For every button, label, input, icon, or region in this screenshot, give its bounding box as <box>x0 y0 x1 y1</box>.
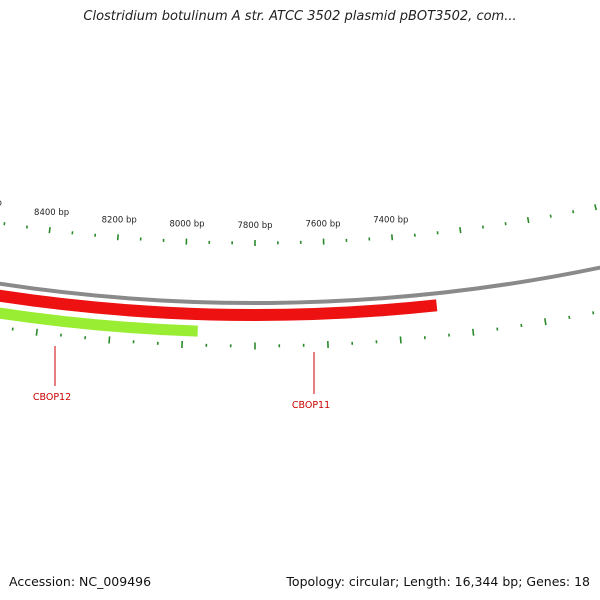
scale-label: 8400 bp <box>34 208 69 218</box>
scale-label: 8600 bp <box>0 198 2 208</box>
scale-tick <box>48 226 51 234</box>
map-title: Clostridium botulinum A str. ATCC 3502 p… <box>83 9 517 24</box>
topology-summary: Topology: circular; Length: 16,344 bp; G… <box>286 574 590 589</box>
gene-cbop11-arc[interactable] <box>0 278 438 321</box>
gene-label-cbop12[interactable]: CBOP12 <box>33 392 71 403</box>
scale-tick <box>549 214 552 218</box>
scale-tick <box>592 311 595 315</box>
scale-tick <box>568 315 571 320</box>
scale-label: 8000 bp <box>169 220 204 230</box>
scale-labels: 8600 bp 8400 bp 8200 bp 8000 bp 7800 bp 7600 … <box>0 198 408 231</box>
scale-label: 8200 bp <box>102 215 137 225</box>
accession-label: Accession: NC_009496 <box>9 574 152 589</box>
scale-tick <box>459 226 462 234</box>
scale-tick <box>116 234 119 241</box>
scale-tick <box>544 318 547 326</box>
scale-tick <box>108 336 111 344</box>
scale-tick <box>572 210 575 214</box>
scale-tick <box>35 328 38 336</box>
scale-tick <box>594 204 597 211</box>
scale-tick <box>526 216 530 224</box>
scale-tick <box>399 336 402 344</box>
plasmid-backbone <box>0 265 600 305</box>
inner-tick-ring <box>11 311 595 350</box>
scale-tick <box>472 328 475 336</box>
scale-tick <box>391 234 394 241</box>
scale-label: 7800 bp <box>237 221 272 231</box>
outer-tick-ring <box>3 204 597 246</box>
scale-label: 7600 bp <box>305 220 340 230</box>
gene-label-cbop11[interactable]: CBOP11 <box>292 400 330 411</box>
scale-label: 7400 bp <box>373 215 408 225</box>
gene-labels: CBOP12 CBOP11 <box>33 346 330 411</box>
scale-tick <box>520 323 523 328</box>
gene-cbop12-arc[interactable] <box>0 294 198 337</box>
